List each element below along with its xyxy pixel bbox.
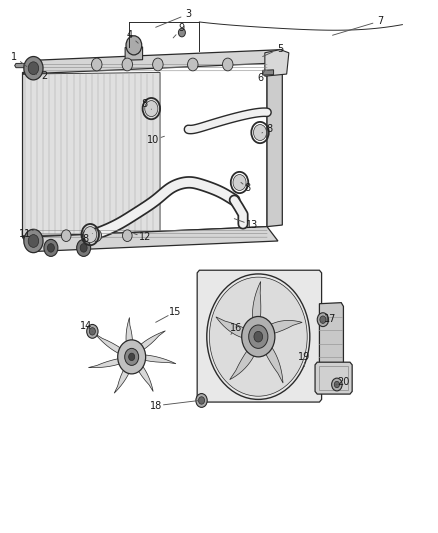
Text: 15: 15 <box>169 306 181 317</box>
Circle shape <box>334 381 339 387</box>
Text: 19: 19 <box>298 352 310 362</box>
Polygon shape <box>22 50 283 74</box>
Circle shape <box>123 230 132 241</box>
Polygon shape <box>134 360 153 392</box>
Polygon shape <box>139 354 176 364</box>
Text: 10: 10 <box>147 135 159 145</box>
Text: 6: 6 <box>258 73 264 83</box>
Polygon shape <box>126 318 133 351</box>
Text: 13: 13 <box>246 220 258 230</box>
Circle shape <box>242 317 275 357</box>
Circle shape <box>92 230 102 241</box>
Text: 20: 20 <box>337 377 350 387</box>
Circle shape <box>317 313 328 327</box>
Polygon shape <box>134 331 166 353</box>
Text: 5: 5 <box>277 44 283 53</box>
Circle shape <box>89 328 95 335</box>
Polygon shape <box>14 63 26 68</box>
Circle shape <box>198 397 205 404</box>
Polygon shape <box>315 362 352 394</box>
Circle shape <box>77 239 91 256</box>
Circle shape <box>126 36 142 55</box>
Circle shape <box>196 393 207 407</box>
Text: 14: 14 <box>80 321 92 331</box>
Text: 7: 7 <box>378 16 384 26</box>
Circle shape <box>332 378 342 391</box>
Text: 8: 8 <box>244 183 251 193</box>
Text: 9: 9 <box>179 23 185 34</box>
Circle shape <box>61 230 71 241</box>
Polygon shape <box>125 47 143 60</box>
Polygon shape <box>265 50 289 76</box>
Text: 12: 12 <box>138 232 151 243</box>
Circle shape <box>24 56 43 80</box>
Polygon shape <box>319 303 343 368</box>
Polygon shape <box>22 72 160 236</box>
Circle shape <box>145 101 158 117</box>
Circle shape <box>84 227 97 243</box>
Text: 4: 4 <box>127 30 133 41</box>
Polygon shape <box>197 270 321 402</box>
Text: 8: 8 <box>142 99 148 109</box>
Circle shape <box>47 244 54 252</box>
Text: 16: 16 <box>230 322 243 333</box>
Polygon shape <box>252 281 261 327</box>
Polygon shape <box>216 317 250 340</box>
Circle shape <box>24 229 43 253</box>
Bar <box>318 367 348 390</box>
Circle shape <box>125 349 139 366</box>
Circle shape <box>28 62 39 75</box>
Polygon shape <box>95 334 126 357</box>
Text: 8: 8 <box>83 234 89 244</box>
Circle shape <box>129 353 135 361</box>
Text: 8: 8 <box>266 124 272 134</box>
Text: 1: 1 <box>11 52 17 61</box>
Polygon shape <box>262 341 283 383</box>
Text: 11: 11 <box>18 229 31 239</box>
Circle shape <box>28 235 39 247</box>
Text: 17: 17 <box>324 313 336 324</box>
Circle shape <box>187 58 198 71</box>
Polygon shape <box>263 70 274 75</box>
Circle shape <box>152 58 163 71</box>
Text: 2: 2 <box>41 71 47 81</box>
Circle shape <box>320 316 326 324</box>
Circle shape <box>233 174 246 190</box>
Circle shape <box>223 58 233 71</box>
Polygon shape <box>88 358 126 368</box>
Polygon shape <box>114 363 133 393</box>
Circle shape <box>254 125 267 141</box>
Circle shape <box>254 332 263 342</box>
Circle shape <box>118 340 146 374</box>
Circle shape <box>249 325 268 349</box>
Text: 18: 18 <box>149 401 162 411</box>
Polygon shape <box>265 320 302 335</box>
Circle shape <box>178 28 185 37</box>
Polygon shape <box>230 345 258 379</box>
Text: 3: 3 <box>185 9 191 19</box>
Circle shape <box>209 277 307 396</box>
Circle shape <box>87 325 98 338</box>
Polygon shape <box>22 227 278 252</box>
Circle shape <box>44 239 58 256</box>
Circle shape <box>122 58 133 71</box>
Circle shape <box>92 58 102 71</box>
Circle shape <box>80 244 87 252</box>
Polygon shape <box>267 51 283 227</box>
